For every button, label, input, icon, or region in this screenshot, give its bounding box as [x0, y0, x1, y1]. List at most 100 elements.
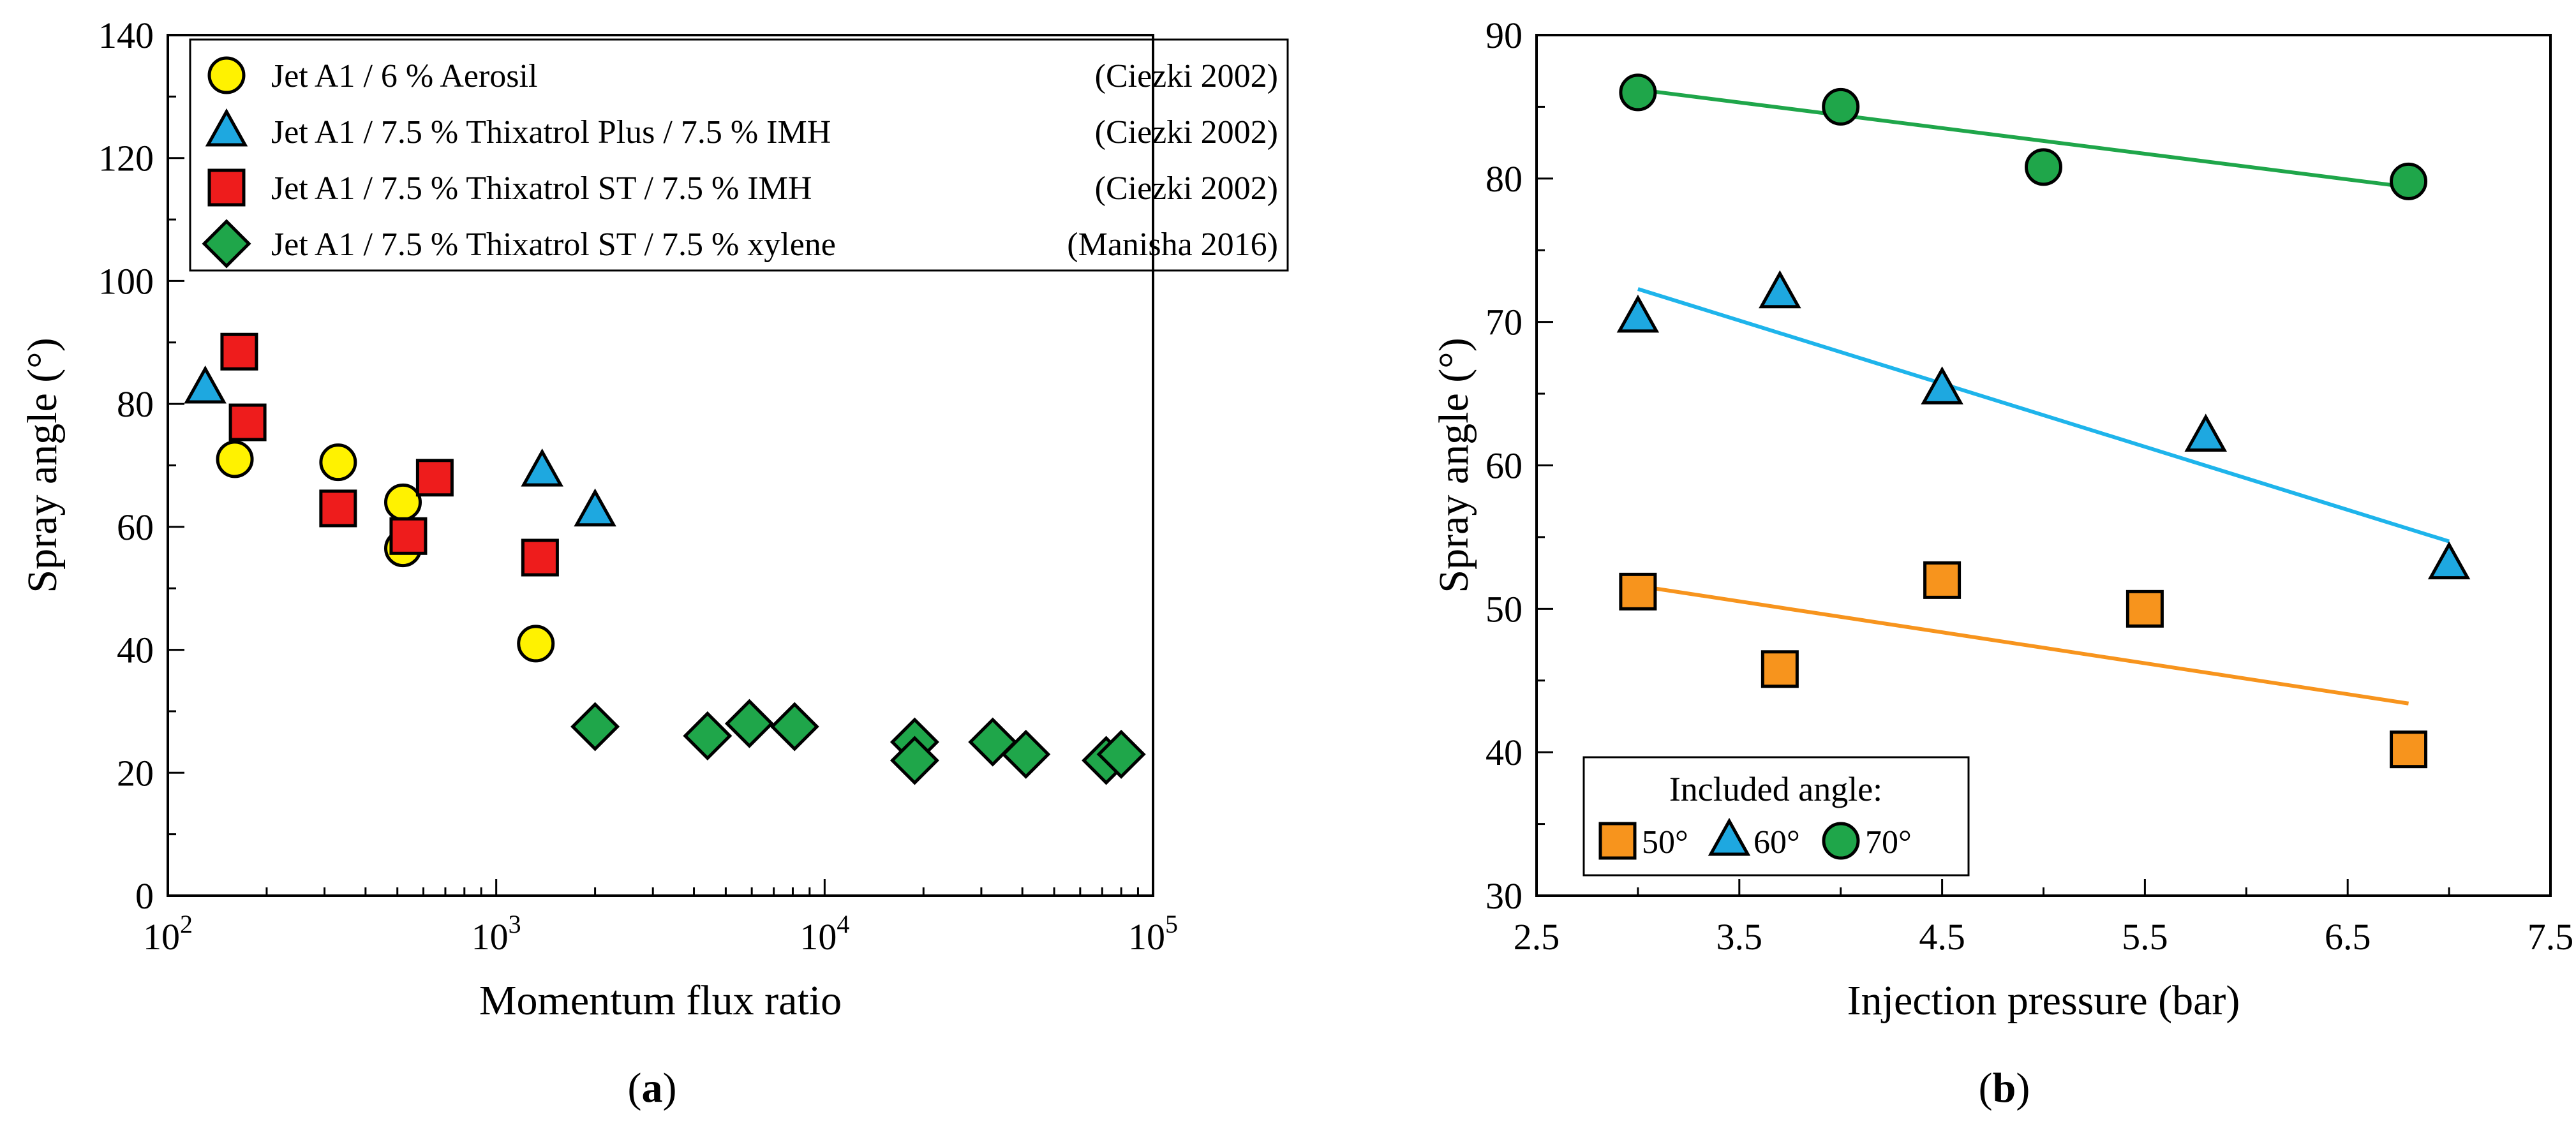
x-tick-label: 4.5	[1919, 916, 1965, 958]
data-point	[1619, 572, 1657, 611]
data-point	[228, 403, 267, 441]
data-point	[216, 440, 254, 478]
data-point	[1822, 87, 1860, 126]
data-point	[389, 517, 428, 555]
data-point	[1616, 294, 1660, 333]
x-tick-label: 104	[800, 910, 849, 958]
legend-source: (Ciezki 2002)	[1095, 58, 1278, 94]
data-point	[2390, 162, 2428, 200]
x-tick-label: 105	[1128, 910, 1178, 958]
panel-label-b: (b)	[1979, 1065, 2030, 1111]
y-tick-label: 120	[98, 138, 154, 179]
data-point	[2025, 148, 2062, 186]
panel-letter: b	[1993, 1065, 2016, 1111]
legend-a: Jet A1 / 6 % Aerosil (Ciezki 2002) Jet A1 …	[189, 38, 1289, 272]
paren: (	[628, 1065, 642, 1111]
legend-marker	[1822, 822, 1860, 860]
data-point	[683, 711, 733, 761]
data-point	[319, 443, 357, 482]
y-tick-label: 140	[98, 15, 154, 56]
data-point	[517, 625, 555, 663]
data-point	[2390, 730, 2428, 769]
legend-marker	[1598, 822, 1637, 860]
data-point	[570, 702, 620, 752]
x-tick-label: 5.5	[2122, 916, 2168, 958]
x-tick-label: 3.5	[1716, 916, 1763, 958]
x-axis-title: Injection pressure (bar)	[1847, 977, 2240, 1024]
chart-b: 2.5 3.5 4.5 5.5 6.5 7.5 30 40 50 60 70 80 90 Injectio…	[1431, 15, 2573, 1111]
x-tick-exponent: 3	[509, 910, 521, 938]
x-tick-base: 10	[143, 916, 180, 958]
data-point	[1923, 561, 1962, 599]
y-tick-label: 80	[117, 383, 154, 425]
data-point	[770, 702, 819, 752]
legend-marker	[207, 56, 246, 94]
x-tick-label: 103	[472, 910, 521, 958]
y-tick-label: 20	[117, 752, 154, 794]
data-point	[574, 488, 616, 527]
plot-frame	[167, 34, 1154, 897]
legend-marker	[207, 168, 246, 207]
data-layer-b	[1616, 73, 2471, 769]
data-point	[2427, 541, 2471, 580]
trend-line	[1637, 287, 2450, 544]
plot-frame	[1535, 34, 2552, 897]
data-point	[521, 448, 563, 487]
x-tick-exponent: 4	[837, 910, 849, 938]
y-tick-label: 30	[1485, 875, 1523, 917]
y-tick-label: 0	[135, 875, 154, 917]
y-tick-label: 60	[117, 507, 154, 548]
legend-label: Jet A1 / 7.5 % Thixatrol Plus / 7.5 % IM…	[271, 114, 831, 151]
legend-box	[189, 38, 1289, 272]
paren: (	[1979, 1065, 1993, 1111]
legend-label: 60°	[1753, 824, 1800, 861]
legend-marker	[202, 219, 251, 269]
legend-title: Included angle:	[1669, 770, 1882, 808]
data-point	[184, 365, 227, 404]
legend-source: (Manisha 2016)	[1067, 226, 1278, 263]
data-point	[1921, 366, 1963, 404]
data-point	[2126, 589, 2164, 628]
y-tick-label: 90	[1485, 15, 1523, 56]
data-point	[319, 489, 357, 528]
legend-source: (Ciezki 2002)	[1095, 170, 1278, 207]
x-axis-title: Momentum flux ratio	[479, 977, 842, 1024]
y-tick-label: 70	[1485, 302, 1523, 343]
x-tick-label: 102	[143, 910, 193, 958]
trend-line	[1637, 584, 2409, 706]
data-point	[1096, 729, 1146, 779]
data-point	[521, 538, 559, 577]
data-point	[2184, 413, 2227, 452]
legend-label: Jet A1 / 7.5 % Thixatrol ST / 7.5 % xyle…	[271, 226, 836, 263]
x-tick-label: 7.5	[2528, 916, 2574, 958]
data-points-a	[184, 332, 1146, 785]
data-point	[890, 736, 939, 785]
y-tick-label: 80	[1485, 158, 1523, 200]
data-point	[1761, 650, 1799, 688]
data-point	[1619, 73, 1657, 112]
legend-marker	[1708, 817, 1751, 856]
y-tick-label: 40	[117, 630, 154, 671]
data-point	[415, 459, 454, 497]
x-tick-base: 10	[472, 916, 509, 958]
panel-letter: a	[642, 1065, 663, 1111]
y-tick-label: 50	[1485, 588, 1523, 630]
y-tick-label: 100	[98, 260, 154, 302]
x-tick-label: 2.5	[1514, 916, 1560, 958]
data-point	[1001, 729, 1051, 779]
x-tick-label: 6.5	[2325, 916, 2371, 958]
x-tick-base: 10	[800, 916, 837, 958]
data-point	[384, 483, 422, 521]
y-axis-title: Spray angle (°)	[19, 337, 66, 593]
y-tick-label: 60	[1485, 445, 1523, 487]
paren: )	[2016, 1065, 2030, 1111]
legend-label: 50°	[1642, 824, 1688, 861]
legend-label: Jet A1 / 6 % Aerosil	[271, 58, 537, 94]
data-point	[220, 332, 258, 371]
data-point	[1759, 270, 1801, 309]
legend-b: Included angle: 50° 60° 70°	[1582, 756, 1970, 877]
legend-label: Jet A1 / 7.5 % Thixatrol ST / 7.5 % IMH	[271, 170, 812, 207]
legend-marker	[205, 108, 248, 147]
